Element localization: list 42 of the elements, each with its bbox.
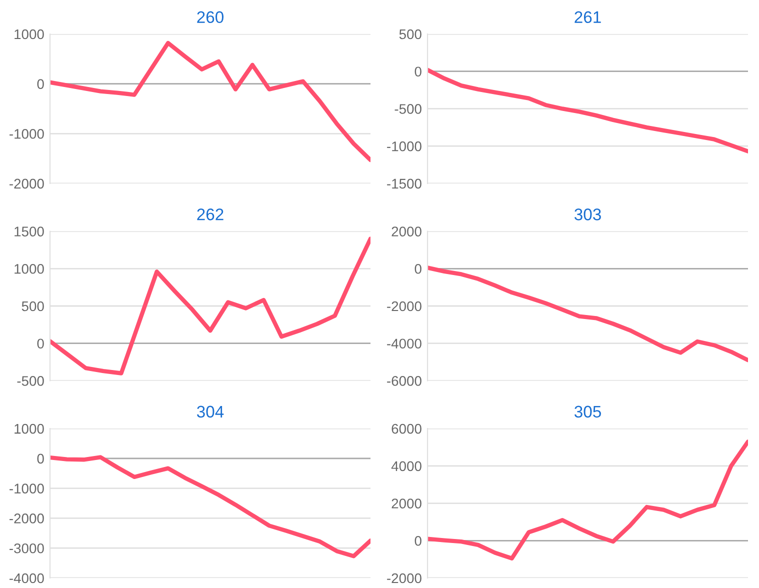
- y-tick-label: -500: [17, 376, 44, 386]
- y-tick-label: -500: [394, 104, 422, 114]
- y-tick-label: 500: [399, 29, 422, 40]
- y-tick-label: 4000: [391, 461, 422, 472]
- chart-title: 261: [574, 11, 601, 24]
- y-tick-label: 1000: [14, 29, 44, 40]
- y-tick-label: 0: [37, 79, 44, 89]
- y-tick-label: -6000: [387, 376, 422, 386]
- line-series: [428, 266, 748, 362]
- y-tick-label: 0: [37, 338, 44, 349]
- line-series: [428, 68, 748, 154]
- y-tick-label: -2000: [10, 178, 44, 189]
- y-tick-label: 2000: [392, 498, 422, 508]
- y-tick-label: -1000: [387, 141, 422, 152]
- chart-title: 303: [574, 208, 601, 220]
- y-tick-label: -1500: [387, 178, 422, 189]
- y-tick-label: 0: [37, 454, 44, 464]
- y-tick-label: -4000: [387, 338, 422, 349]
- y-tick-label: -2000: [387, 573, 422, 584]
- y-tick-label: 0: [414, 66, 422, 77]
- y-tick-label: -4000: [10, 573, 44, 584]
- y-tick-label: 6000: [392, 424, 422, 434]
- y-tick-label: -1000: [10, 128, 44, 139]
- line-series: [428, 440, 748, 560]
- line-series: [50, 236, 370, 376]
- chart-title: 304: [196, 406, 224, 418]
- y-tick-label: 0: [414, 536, 422, 546]
- y-tick-label: 1000: [14, 264, 44, 274]
- y-tick-label: 1500: [14, 226, 44, 236]
- y-tick-label: 1000: [14, 424, 44, 434]
- y-tick-label: 500: [22, 301, 44, 312]
- chart-title: 305: [574, 406, 601, 418]
- line-series: [50, 40, 370, 162]
- chart-title: 262: [197, 208, 224, 220]
- line-series: [50, 455, 370, 558]
- y-tick-label: -3000: [10, 543, 44, 554]
- y-tick-label: -2000: [387, 301, 422, 312]
- y-tick-label: 0: [414, 264, 422, 274]
- chart-title: 260: [197, 11, 224, 24]
- y-tick-label: -1000: [10, 484, 44, 494]
- y-tick-label: -2000: [10, 514, 44, 524]
- y-tick-label: 2000: [392, 226, 422, 236]
